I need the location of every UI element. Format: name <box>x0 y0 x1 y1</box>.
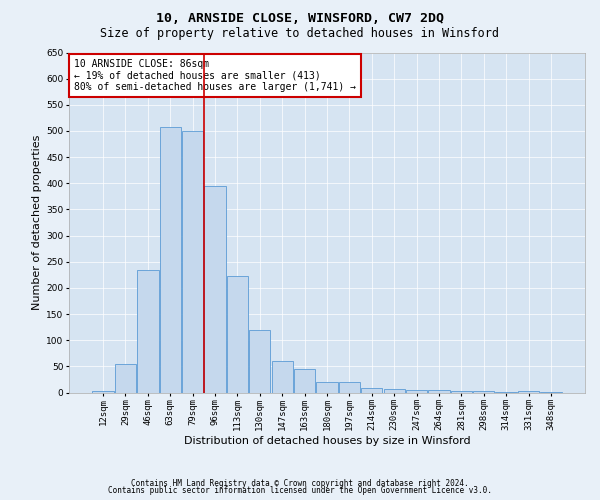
Bar <box>249 330 271 392</box>
Bar <box>339 382 360 392</box>
Bar <box>205 186 226 392</box>
X-axis label: Distribution of detached houses by size in Winsford: Distribution of detached houses by size … <box>184 436 470 446</box>
Bar <box>361 388 382 392</box>
Bar <box>451 391 472 392</box>
Text: Size of property relative to detached houses in Winsford: Size of property relative to detached ho… <box>101 28 499 40</box>
Bar <box>406 390 427 392</box>
Bar <box>518 391 539 392</box>
Text: Contains HM Land Registry data © Crown copyright and database right 2024.: Contains HM Land Registry data © Crown c… <box>131 478 469 488</box>
Text: 10, ARNSIDE CLOSE, WINSFORD, CW7 2DQ: 10, ARNSIDE CLOSE, WINSFORD, CW7 2DQ <box>156 12 444 26</box>
Bar <box>182 131 203 392</box>
Text: 10 ARNSIDE CLOSE: 86sqm
← 19% of detached houses are smaller (413)
80% of semi-d: 10 ARNSIDE CLOSE: 86sqm ← 19% of detache… <box>74 60 356 92</box>
Bar <box>160 128 181 392</box>
Bar <box>272 361 293 392</box>
Bar <box>227 276 248 392</box>
Bar <box>137 270 158 392</box>
Bar <box>294 369 315 392</box>
Bar <box>428 390 449 392</box>
Bar <box>115 364 136 392</box>
Y-axis label: Number of detached properties: Number of detached properties <box>32 135 42 310</box>
Bar <box>316 382 338 392</box>
Text: Contains public sector information licensed under the Open Government Licence v3: Contains public sector information licen… <box>108 486 492 495</box>
Bar <box>92 391 114 392</box>
Bar <box>383 389 405 392</box>
